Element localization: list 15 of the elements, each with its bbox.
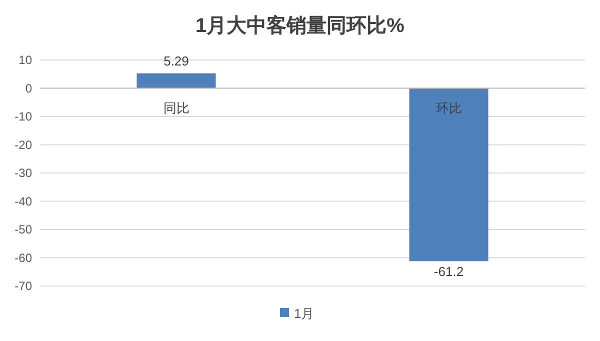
x-tick-label: 同比 bbox=[163, 100, 190, 116]
chart-title: 1月大中客销量同环比% bbox=[196, 14, 405, 37]
y-tick-label: -30 bbox=[14, 166, 32, 180]
y-tick-label: -50 bbox=[14, 222, 32, 236]
y-tick-label: 0 bbox=[25, 81, 32, 96]
x-tick-label: 环比 bbox=[436, 100, 462, 116]
data-label: -61.2 bbox=[434, 264, 464, 280]
legend-label: 1月 bbox=[294, 306, 314, 321]
y-tick-label: -60 bbox=[14, 250, 32, 265]
y-tick-label: 10 bbox=[18, 53, 32, 67]
y-tick-label: -40 bbox=[14, 194, 32, 208]
y-tick-label: -10 bbox=[14, 110, 32, 124]
data-label: 5.29 bbox=[164, 53, 189, 68]
y-tick-label: -70 bbox=[14, 279, 32, 293]
y-tick-label: -20 bbox=[14, 138, 32, 152]
